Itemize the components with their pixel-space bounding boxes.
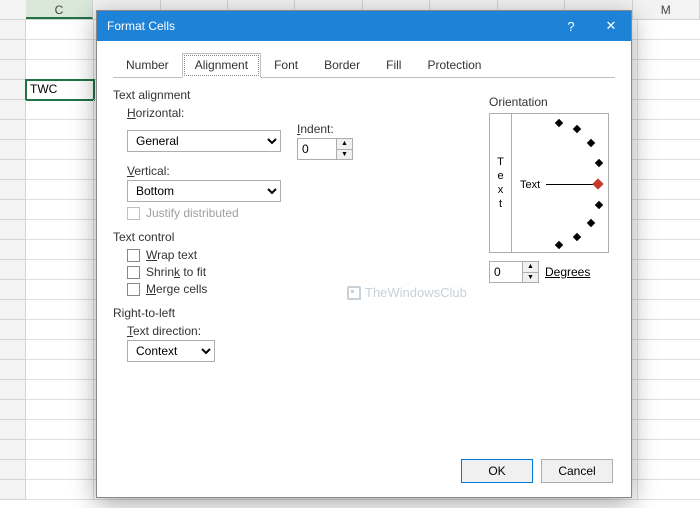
indent-down[interactable]: ▼: [337, 150, 352, 160]
cell[interactable]: [638, 180, 700, 200]
cell[interactable]: [26, 60, 94, 80]
orientation-vertical-text[interactable]: Text: [490, 114, 512, 252]
cell[interactable]: [638, 280, 700, 300]
col-header-c[interactable]: C: [26, 0, 93, 19]
tab-font[interactable]: Font: [261, 53, 311, 77]
cell[interactable]: [638, 80, 700, 100]
indent-spinner[interactable]: ▲ ▼: [297, 138, 353, 160]
dialog-title: Format Cells: [107, 19, 551, 33]
watermark-logo-icon: [347, 286, 361, 300]
dialog-footer: OK Cancel: [461, 459, 613, 483]
degrees-spinner[interactable]: ▲ ▼: [489, 261, 539, 283]
justify-checkbox: [127, 207, 140, 220]
cell[interactable]: [26, 280, 94, 300]
cell[interactable]: [638, 120, 700, 140]
cell[interactable]: [26, 440, 94, 460]
cell[interactable]: [638, 320, 700, 340]
cell[interactable]: [26, 360, 94, 380]
cell[interactable]: [26, 340, 94, 360]
cell[interactable]: [26, 100, 94, 120]
cell[interactable]: [638, 60, 700, 80]
cell[interactable]: [638, 420, 700, 440]
vertical-combo[interactable]: Bottom: [127, 180, 281, 202]
cell[interactable]: [638, 40, 700, 60]
tab-protection[interactable]: Protection: [414, 53, 494, 77]
orientation-text-label: Text: [520, 179, 540, 191]
cell[interactable]: [638, 240, 700, 260]
cell[interactable]: [638, 440, 700, 460]
degrees-down[interactable]: ▼: [523, 273, 538, 283]
indent-up[interactable]: ▲: [337, 139, 352, 150]
cell[interactable]: [26, 160, 94, 180]
group-rtl: Right-to-left: [113, 306, 615, 320]
cell[interactable]: [26, 400, 94, 420]
cell[interactable]: [26, 260, 94, 280]
cell[interactable]: [26, 120, 94, 140]
merge-checkbox[interactable]: [127, 283, 140, 296]
cell[interactable]: [26, 460, 94, 480]
watermark: TheWindowsClub: [347, 285, 467, 300]
cell[interactable]: [26, 140, 94, 160]
text-direction-label: Text direction:: [127, 324, 615, 338]
help-button[interactable]: ?: [551, 11, 591, 41]
cell[interactable]: [26, 320, 94, 340]
indent-label: Indent:: [297, 122, 353, 136]
cell[interactable]: [638, 460, 700, 480]
cell[interactable]: [638, 220, 700, 240]
orientation-panel: Orientation Text Text: [489, 95, 609, 283]
cell[interactable]: [638, 100, 700, 120]
degrees-input[interactable]: [489, 261, 523, 283]
cell[interactable]: [638, 200, 700, 220]
tab-number[interactable]: Number: [113, 53, 182, 77]
horizontal-combo[interactable]: General: [127, 130, 281, 152]
cell[interactable]: [638, 260, 700, 280]
cell[interactable]: [638, 160, 700, 180]
cell[interactable]: [638, 360, 700, 380]
dialog-titlebar[interactable]: Format Cells ? ✕: [97, 11, 631, 41]
cell[interactable]: [638, 300, 700, 320]
cell[interactable]: [638, 400, 700, 420]
cell[interactable]: [638, 140, 700, 160]
cell[interactable]: [638, 20, 700, 40]
orientation-box[interactable]: Text Text: [489, 113, 609, 253]
degrees-label: Degrees: [545, 265, 590, 279]
degrees-up[interactable]: ▲: [523, 262, 538, 273]
text-direction-combo[interactable]: Context: [127, 340, 215, 362]
tab-border[interactable]: Border: [311, 53, 373, 77]
tab-alignment[interactable]: Alignment: [182, 53, 261, 78]
cell[interactable]: [26, 240, 94, 260]
cell[interactable]: [26, 40, 94, 60]
cell[interactable]: [26, 20, 94, 40]
cell[interactable]: [638, 480, 700, 500]
cell[interactable]: [26, 380, 94, 400]
col-header-m[interactable]: M: [633, 0, 700, 19]
cancel-button[interactable]: Cancel: [541, 459, 613, 483]
orientation-dial[interactable]: Text: [512, 114, 608, 252]
cell[interactable]: [638, 380, 700, 400]
orientation-handle[interactable]: [592, 178, 603, 189]
tab-fill[interactable]: Fill: [373, 53, 414, 77]
indent-input[interactable]: [297, 138, 337, 160]
ok-button[interactable]: OK: [461, 459, 533, 483]
cell[interactable]: [26, 300, 94, 320]
tab-strip: Number Alignment Font Border Fill Protec…: [113, 53, 615, 78]
close-button[interactable]: ✕: [591, 11, 631, 41]
cell[interactable]: [638, 340, 700, 360]
shrink-checkbox[interactable]: [127, 266, 140, 279]
cell[interactable]: [26, 220, 94, 240]
format-cells-dialog: Format Cells ? ✕ Number Alignment Font B…: [96, 10, 632, 498]
cell[interactable]: [26, 200, 94, 220]
wrap-text-checkbox[interactable]: [127, 249, 140, 262]
cell[interactable]: [26, 420, 94, 440]
cell[interactable]: TWC: [26, 80, 94, 100]
cell[interactable]: [26, 480, 94, 500]
orientation-label: Orientation: [489, 95, 609, 109]
cell[interactable]: [26, 180, 94, 200]
